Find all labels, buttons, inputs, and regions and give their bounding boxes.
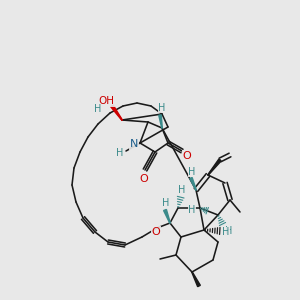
Text: H: H	[188, 205, 196, 215]
Text: O: O	[183, 151, 191, 161]
Text: H: H	[225, 226, 233, 236]
Polygon shape	[159, 115, 162, 128]
Text: H: H	[188, 167, 196, 177]
Text: H: H	[222, 227, 230, 237]
Text: H: H	[162, 198, 170, 208]
Text: H: H	[158, 103, 166, 113]
Text: O: O	[140, 174, 148, 184]
Polygon shape	[208, 159, 221, 175]
Polygon shape	[192, 272, 200, 287]
Polygon shape	[190, 178, 196, 190]
Polygon shape	[111, 105, 122, 120]
Polygon shape	[164, 209, 170, 223]
Text: OH: OH	[98, 96, 114, 106]
Text: H: H	[94, 104, 102, 114]
Text: H: H	[178, 185, 186, 195]
Text: O: O	[152, 227, 160, 237]
Text: H: H	[116, 148, 124, 158]
Text: N: N	[130, 139, 138, 149]
